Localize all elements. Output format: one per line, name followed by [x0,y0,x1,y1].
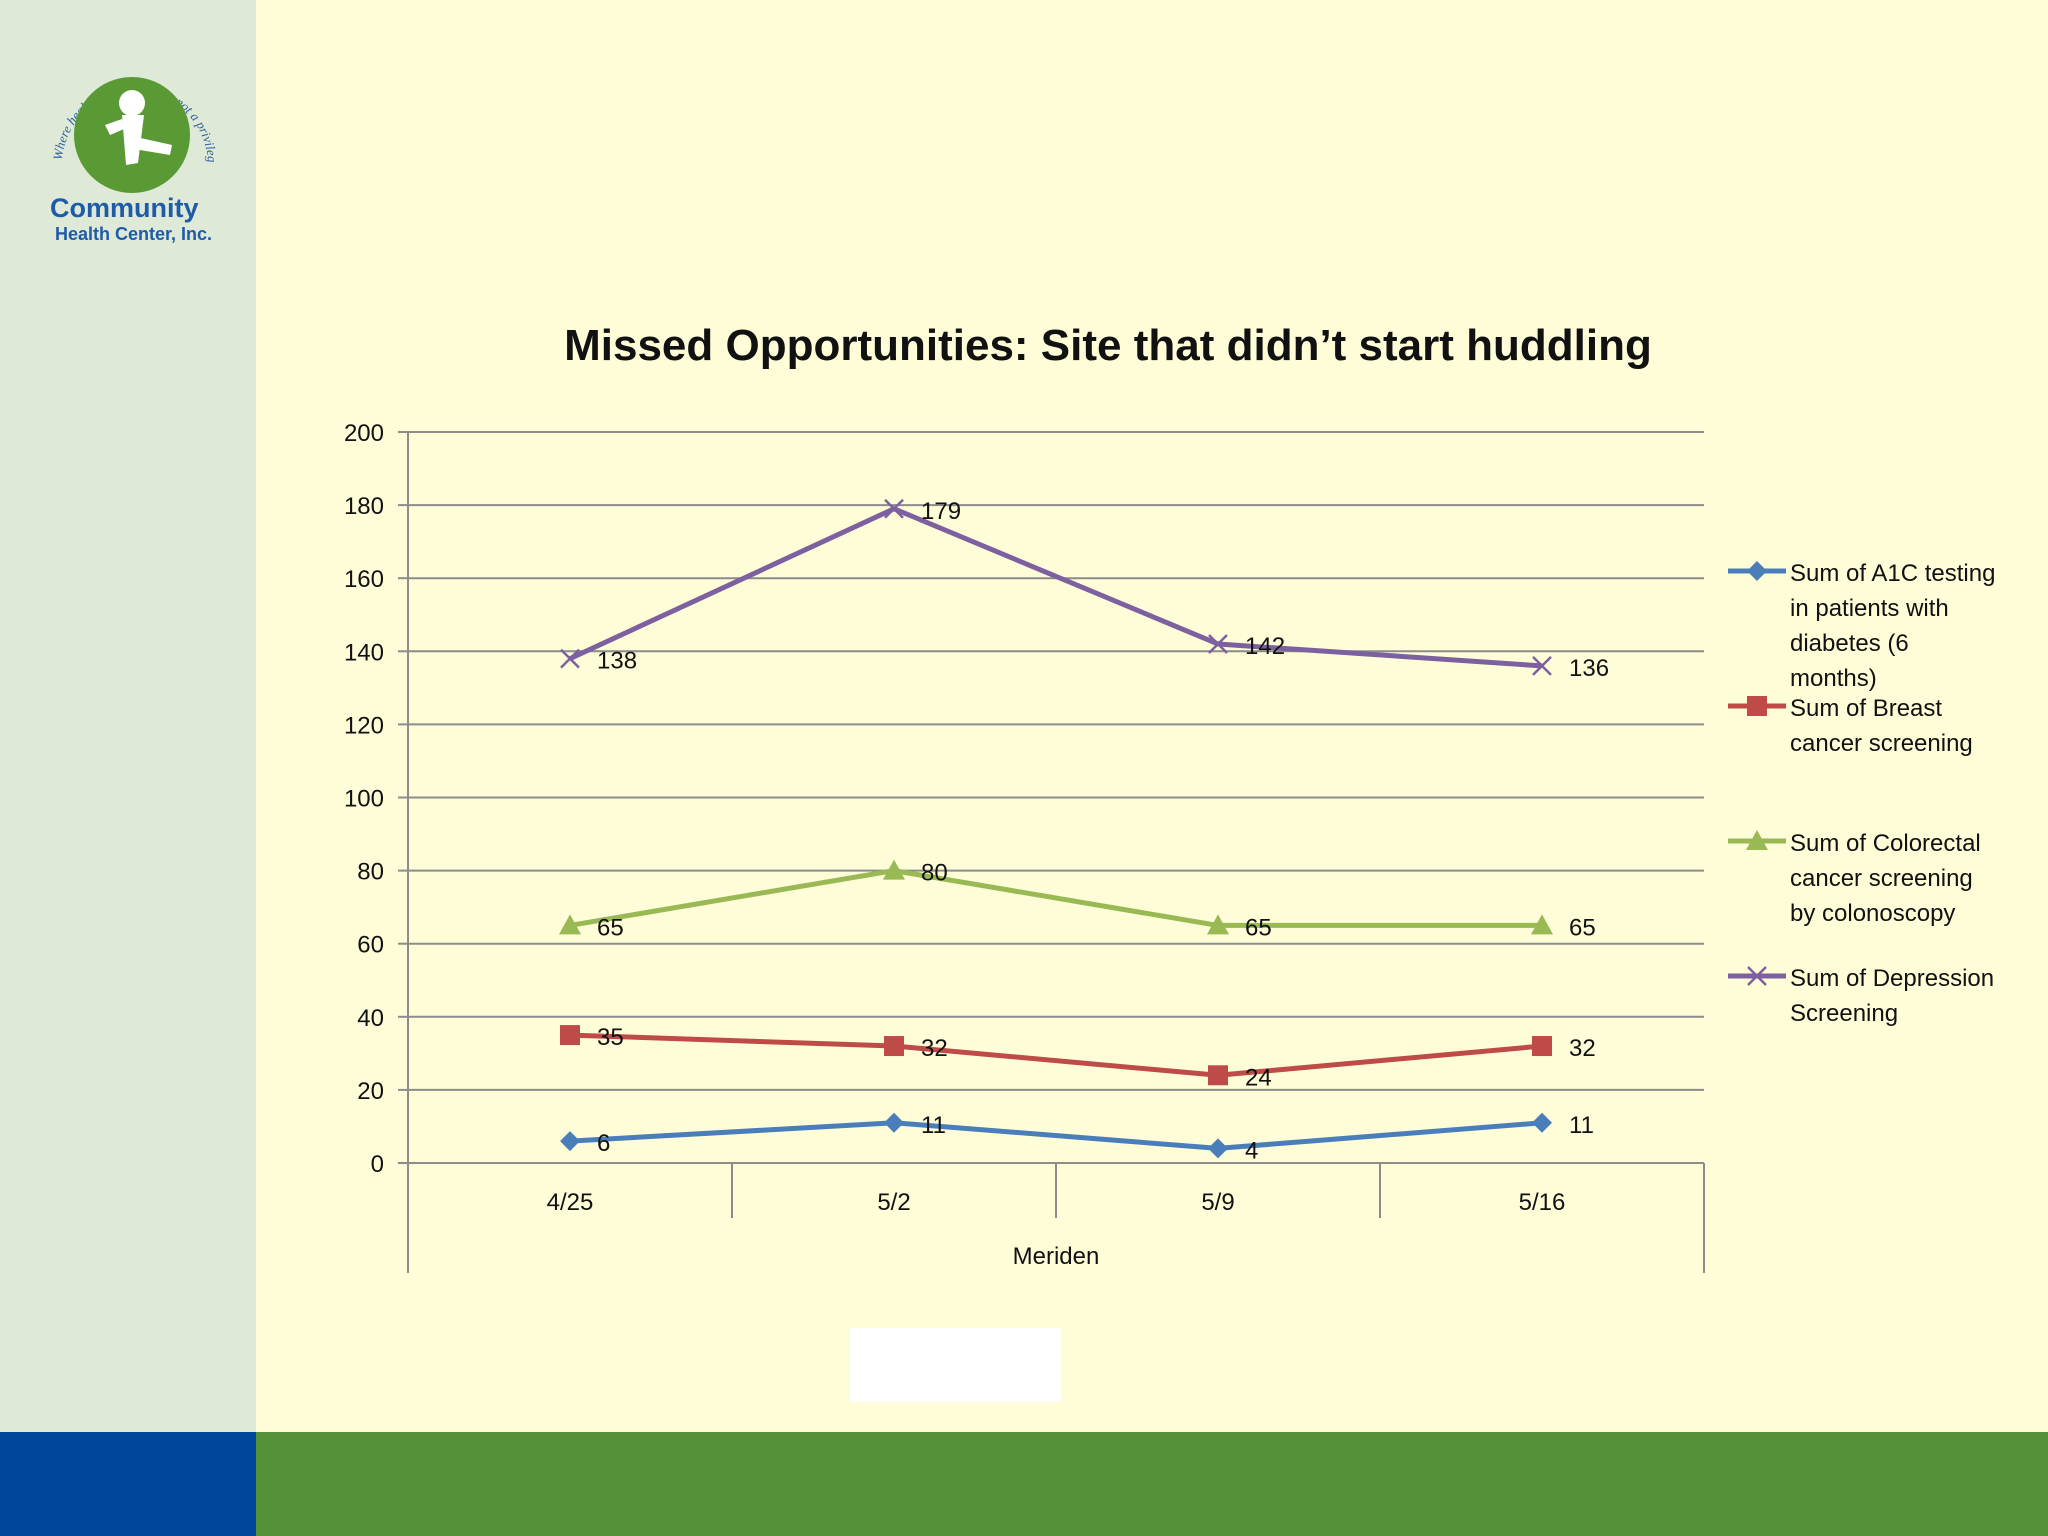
x-marker [1532,656,1552,676]
data-label: 32 [1569,1035,1596,1062]
diamond-marker [1532,1112,1552,1133]
legend-label: cancer screening [1790,865,1973,892]
y-tick-label: 20 [357,1078,384,1105]
series-line [569,1120,1543,1151]
diamond-marker [884,1112,904,1133]
y-tick-label: 120 [344,712,384,739]
legend-label: by colonoscopy [1790,900,1955,927]
triangle-marker [1531,914,1553,935]
y-tick-label: 140 [344,639,384,666]
y-tick-label: 100 [344,786,384,813]
square-marker [1747,696,1767,716]
y-tick-label: 160 [344,566,384,593]
legend: Sum of A1C testing in patients with diabet… [1728,560,1995,1027]
legend-label: Sum of Breast [1790,695,1942,722]
x-marker [560,648,580,669]
community-health-center-logo: Where health care is a right, not a priv… [40,45,220,244]
y-tick-label: 40 [357,1005,384,1032]
series-3: 65 80 65 65 [559,859,1596,941]
data-label: 35 [597,1024,624,1051]
triangle-marker [1746,830,1768,850]
legend-label: cancer screening [1790,730,1973,757]
gridlines [408,431,1704,1091]
x-tick-label: 4/25 [547,1189,594,1216]
blank-white-box [850,1328,1061,1402]
legend-label: Sum of A1C testing [1790,560,1995,587]
series-line [569,1032,1543,1078]
footer-green-band [256,1432,2048,1536]
square-marker [560,1025,580,1046]
left-sidebar-band [0,0,256,1432]
logo-figure-head [119,90,145,116]
series-line [569,868,1542,928]
x-axis-ticks: 4/25 5/2 5/9 5/16 [547,1189,1566,1216]
data-label: 65 [1569,914,1596,941]
series-2: 35 32 24 32 [560,1024,1596,1091]
triangle-marker [1207,914,1229,935]
data-label: 80 [921,860,948,887]
data-label: 32 [921,1035,948,1062]
legend-label: diabetes (6 [1790,630,1909,657]
y-tick-label: 80 [357,859,384,886]
data-label: 11 [921,1112,946,1139]
x-marker [1747,966,1767,986]
axes [407,432,1705,1273]
diamond-marker [1747,561,1767,581]
triangle-marker [559,914,581,935]
legend-label: Sum of Depression [1790,965,1994,992]
diamond-marker [1208,1138,1228,1159]
chart-title: Missed Opportunities: Site that didn’t s… [564,321,1652,370]
triangle-marker [883,859,905,880]
square-marker [884,1036,904,1057]
data-label: 4 [1245,1137,1258,1164]
series-group: 6 11 4 11 35 32 24 32 65 80 65 65 138 179 142 136 [559,498,1609,1164]
logo-figure-arm [105,119,124,135]
data-label: 6 [597,1130,610,1157]
x-marker [1208,634,1228,654]
logo-figure-leg [134,137,172,155]
logo-name-line1: Community [50,193,199,223]
footer-blue-band [0,1432,256,1536]
data-label: 138 [597,648,637,675]
y-tick-label: 60 [357,932,384,959]
data-label: 65 [597,914,624,941]
data-label: 65 [1245,914,1272,941]
legend-item-1: Sum of A1C testing in patients with diabet… [1728,560,1995,692]
series-1: 6 11 4 11 [560,1112,1594,1164]
logo-figure-body [122,115,144,165]
series-line [568,506,1543,669]
x-axis-label: Meriden [1013,1243,1100,1270]
legend-item-2: Sum of Breast cancer screening [1728,695,1973,757]
y-tick-label: 180 [344,493,384,520]
x-marker [884,498,904,519]
x-tick-label: 5/16 [1519,1189,1566,1216]
data-label: 142 [1245,633,1285,660]
data-label: 24 [1245,1064,1272,1091]
diamond-marker [560,1131,580,1152]
y-tick-label: 0 [371,1151,384,1178]
data-label: 11 [1569,1112,1594,1139]
x-tick-label: 5/2 [877,1189,910,1216]
series-4: 138 179 142 136 [560,498,1609,682]
legend-label: in patients with [1790,595,1949,622]
legend-label: Screening [1790,1000,1898,1027]
legend-label: Sum of Colorectal [1790,830,1981,857]
data-label: 136 [1569,655,1609,682]
legend-item-4: Sum of Depression Screening [1728,965,1994,1027]
logo-name-line2: Health Center, Inc. [55,224,212,244]
square-marker [1532,1036,1552,1057]
line-chart: Missed Opportunities: Site that didn’t s… [344,321,1995,1273]
x-tick-label: 5/9 [1201,1189,1234,1216]
legend-item-3: Sum of Colorectal cancer screening by colo… [1728,830,1981,927]
data-label: 179 [921,498,961,525]
legend-label: months) [1790,665,1877,692]
square-marker [1208,1065,1228,1086]
y-axis-ticks: 0 20 40 60 80 100 120 140 160 180 200 [344,420,408,1178]
y-tick-label: 200 [344,420,384,447]
